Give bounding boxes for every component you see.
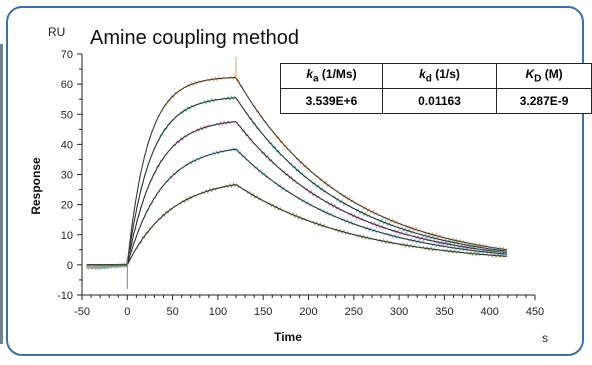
x-tick-label: 350 xyxy=(435,306,453,318)
fit-line xyxy=(86,76,507,266)
y-tick-label: 70 xyxy=(61,49,73,61)
x-unit-label: s xyxy=(542,331,548,345)
fit-line xyxy=(86,184,507,266)
fit-line xyxy=(86,148,507,266)
kinetics-value-row: 3.539E+6 0.01163 3.287E-9 xyxy=(280,88,592,114)
x-axis-title: Time xyxy=(274,330,302,344)
KD-unit: (M) xyxy=(541,67,563,82)
y-tick-label: 0 xyxy=(67,260,73,272)
KD-subscript: D xyxy=(534,73,542,85)
left-edge-bar xyxy=(0,44,3,344)
ka-value: 3.539E+6 xyxy=(280,88,383,114)
x-tick-label: 300 xyxy=(390,306,408,318)
kd-value: 0.01163 xyxy=(381,88,498,114)
KD-header: KD (M) xyxy=(496,63,592,89)
x-tick-label: -50 xyxy=(74,306,90,318)
y-tick-label: -10 xyxy=(57,290,73,302)
x-tick-label: 400 xyxy=(481,306,499,318)
x-tick-label: 150 xyxy=(254,306,272,318)
chart-title: Amine coupling method xyxy=(90,27,299,49)
KD-symbol: K xyxy=(525,67,535,82)
y-unit-label: RU xyxy=(48,25,65,39)
kinetics-table: ka (1/Ms) kd (1/s) KD (M) 3.539E+6 0.011… xyxy=(280,63,592,114)
fit-line xyxy=(86,121,507,266)
y-tick-label: 30 xyxy=(61,170,73,182)
x-tick-label: 50 xyxy=(166,306,178,318)
x-tick-label: 100 xyxy=(209,306,227,318)
fit-line xyxy=(86,97,507,266)
ka-unit: (1/Ms) xyxy=(318,67,357,82)
kinetics-header-row: ka (1/Ms) kd (1/s) KD (M) xyxy=(280,63,592,89)
kd-unit: (1/s) xyxy=(431,67,460,82)
y-tick-label: 60 xyxy=(61,79,73,91)
kd-symbol: k xyxy=(419,67,426,82)
y-tick-label: 20 xyxy=(61,200,73,212)
ka-header: ka (1/Ms) xyxy=(280,63,383,89)
x-tick-label: 200 xyxy=(299,306,317,318)
kd-subscript: d xyxy=(425,73,432,85)
y-tick-label: 50 xyxy=(61,109,73,121)
kd-header: kd (1/s) xyxy=(381,63,498,89)
KD-value: 3.287E-9 xyxy=(496,88,592,114)
y-tick-label: 10 xyxy=(61,230,73,242)
ka-symbol: k xyxy=(306,67,313,82)
plot-area: -10 0 10 20 30 40 50 60 70 -50 0 50 100 150 200 250 300 3… xyxy=(57,49,544,318)
y-tick-label: 40 xyxy=(61,139,73,151)
ka-subscript: a xyxy=(313,73,319,85)
x-tick-label: 0 xyxy=(124,306,130,318)
x-tick-label: 450 xyxy=(526,306,544,318)
y-axis-title: Response xyxy=(29,157,43,215)
x-tick-label: 250 xyxy=(345,306,363,318)
